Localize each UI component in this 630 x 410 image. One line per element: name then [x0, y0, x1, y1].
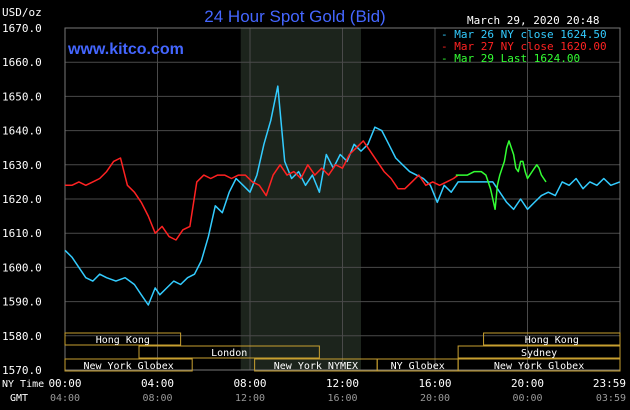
ny-time-tick: 04:00: [141, 377, 174, 390]
axes: 1670.0 1660.0 1650.0 1640.0 1630.0 1620.0 1610…: [2, 22, 626, 404]
session-label: New York Globex: [83, 361, 173, 372]
y-tick-label: 1580.0: [2, 330, 42, 343]
session-bar: [483, 332, 621, 346]
y-tick-label: 1670.0: [2, 22, 42, 35]
unit-label: USD/oz: [2, 6, 42, 19]
session-label: Hong Kong: [96, 335, 150, 346]
gmt-tick: 00:00: [512, 393, 542, 404]
gmt-label: GMT: [10, 393, 28, 404]
session-bar: [376, 358, 459, 372]
session-bar: [64, 332, 182, 346]
watermark-url: www.kitco.com: [67, 41, 184, 58]
market-sessions: Hong Kong Hong Kong London Sydney New York G…: [64, 332, 621, 372]
session-label: London: [211, 348, 247, 359]
ny-time-tick: 12:00: [326, 377, 359, 390]
legend-entry: - Mar 26 NY close 1624.50: [441, 28, 607, 41]
ny-time-tick: 20:00: [511, 377, 544, 390]
y-tick-label: 1640.0: [2, 125, 42, 138]
gmt-tick: 08:00: [142, 393, 172, 404]
ny-time-tick: 23:59: [593, 377, 626, 390]
session-label: New York Globex: [494, 361, 584, 372]
y-tick-label: 1590.0: [2, 296, 42, 309]
y-tick-label: 1620.0: [2, 193, 42, 206]
series-line-mar-27: [65, 140, 459, 241]
session-bar: [138, 345, 320, 359]
legend-entry: - Mar 29 Last 1624.00: [441, 52, 580, 65]
y-tick-label: 1610.0: [2, 227, 42, 240]
y-tick-label: 1600.0: [2, 261, 42, 274]
plot-area: [64, 27, 621, 371]
date-label: March 29, 2020 20:48: [467, 14, 599, 27]
gmt-tick: 20:00: [420, 393, 450, 404]
gmt-tick: 04:00: [50, 393, 80, 404]
y-tick-label: 1630.0: [2, 159, 42, 172]
series-line-mar-29: [455, 140, 547, 211]
session-bar: [457, 345, 621, 359]
session-label: Sydney: [521, 348, 557, 359]
gmt-tick: 12:00: [235, 393, 265, 404]
y-tick-label: 1660.0: [2, 56, 42, 69]
session-label: Hong Kong: [525, 335, 579, 346]
ny-time-tick: 00:00: [48, 377, 81, 390]
ny-time-tick: 16:00: [418, 377, 451, 390]
plot-frame: [64, 27, 621, 371]
legend-entry: - Mar 27 NY close 1620.00: [441, 40, 607, 53]
series-line-mar-26: [64, 85, 621, 306]
series-lines: [64, 85, 621, 306]
session-label: NY Globex: [391, 361, 445, 372]
ny-time-tick: 08:00: [233, 377, 266, 390]
session-label: New York NYMEX: [274, 361, 358, 372]
ny-time-label: NY Time: [2, 379, 44, 390]
gmt-tick: 16:00: [327, 393, 357, 404]
y-tick-label: 1650.0: [2, 90, 42, 103]
session-bar: [64, 358, 193, 372]
legend: - Mar 26 NY close 1624.50- Mar 27 NY clo…: [441, 28, 607, 65]
y-tick-label: 1570.0: [2, 364, 42, 377]
chart-title: 24 Hour Spot Gold (Bid): [204, 7, 385, 26]
gmt-tick: 03:59: [596, 393, 626, 404]
